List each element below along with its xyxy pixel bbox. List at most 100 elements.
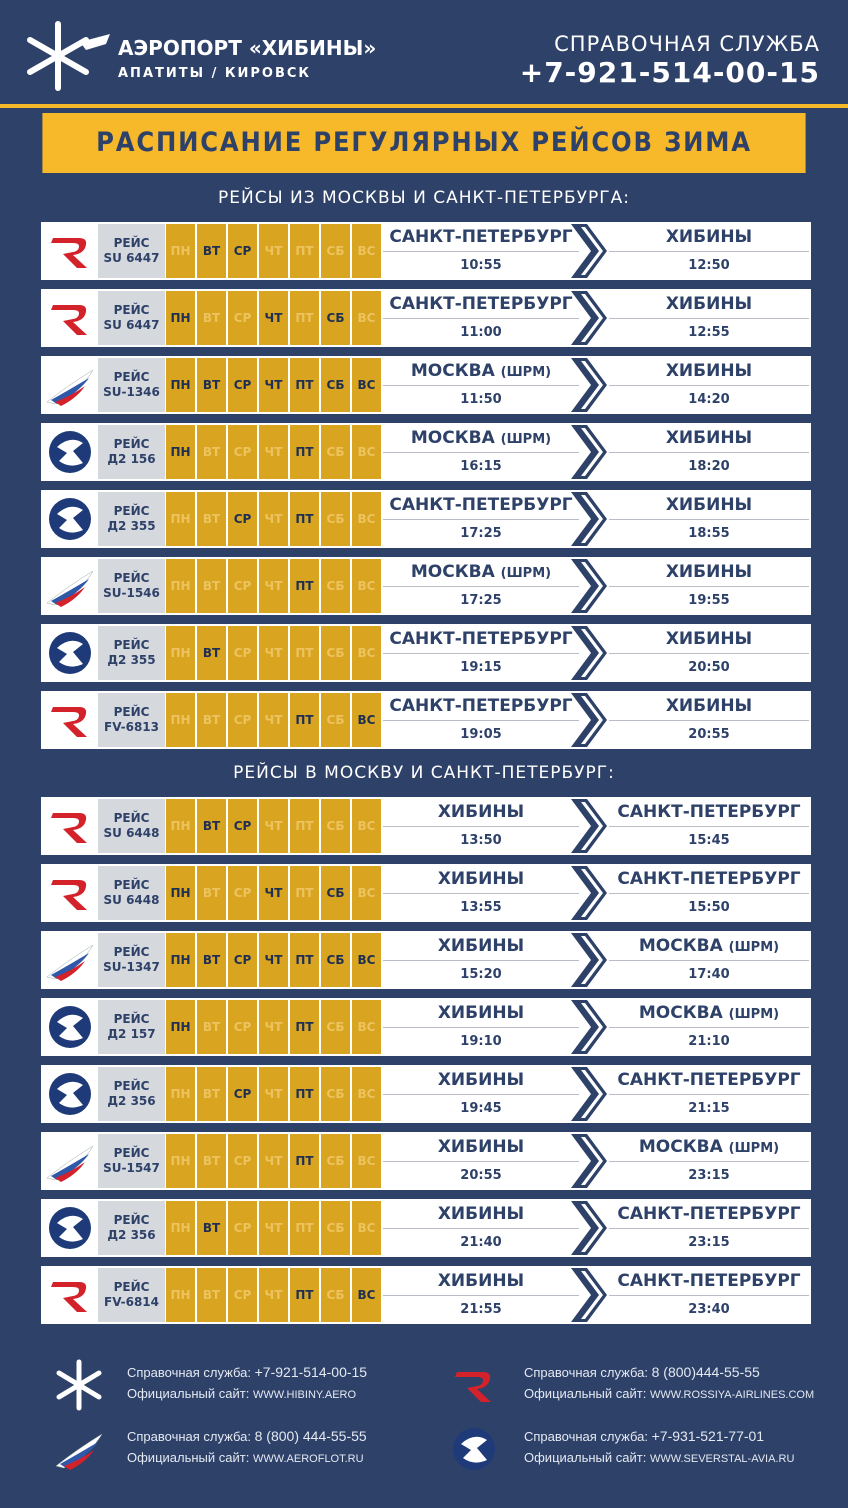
arrival-time: 23:40 [688,1302,730,1317]
arrival-time: 15:45 [688,833,730,848]
flight-code: SU 6448 [103,893,160,907]
flight-number: РЕЙС Д2 156 [98,425,165,479]
city-name: САНКТ-ПЕТЕРБУРГ [617,802,801,822]
weekday: ВТ [197,291,226,345]
weekday: СР [228,866,257,920]
arrival-time: 21:10 [688,1034,730,1049]
departure-time: 19:05 [460,727,502,742]
weekday: ПН [166,425,195,479]
airport-logo [27,21,110,91]
city-note: (ШРМ) [728,1007,780,1022]
chevron [571,1000,615,1058]
city-name: ХИБИНЫ [665,294,753,314]
arrival-city: МОСКВА (ШРМ) [609,1000,809,1028]
departure-time: 17:25 [460,526,502,541]
departure: ХИБИНЫ 21:40 [383,1201,579,1255]
flight-row: РЕЙС SU 6448 ПН ВТ СР ЧТ ПТ СБ ВС ХИБИНЫ 13:50 САНК… [41,797,811,855]
weekday: ПТ [290,1268,319,1322]
weekday: ВТ [197,425,226,479]
flight-label: РЕЙС [113,1079,150,1093]
departure-time: 19:45 [460,1101,502,1116]
arrival: САНКТ-ПЕТЕРБУРГ 15:45 [609,799,809,853]
city-note: (ШРМ) [728,1141,780,1156]
airline-logo [43,425,97,479]
arrival: ХИБИНЫ 20:50 [609,626,809,680]
arrival-city: САНКТ-ПЕТЕРБУРГ [609,799,809,827]
weekday: ВТ [197,933,226,987]
flight-label: РЕЙС [113,504,150,518]
weekday: ПН [166,693,195,747]
city-name: ХИБИНЫ [665,227,753,247]
arrival-time: 12:50 [688,258,730,273]
departure-city: МОСКВА (ШРМ) [383,559,579,587]
departure: ХИБИНЫ 13:55 [383,866,579,920]
contact-phone-line: Справочная служба: 8 (800)444-55-55 [524,1362,814,1383]
flight-number: РЕЙС SU 6448 [98,799,165,853]
weekday: ВС [352,693,381,747]
city-name: ХИБИНЫ [665,629,753,649]
contact-site-line: Официальный сайт: WWW.SEVERSTAL-AVIA.RU [524,1447,794,1470]
chevron [571,291,615,349]
departure-city: ХИБИНЫ [383,1268,579,1296]
section-title: РЕЙСЫ ИЗ МОСКВЫ И САНКТ-ПЕТЕРБУРГА: [218,188,630,208]
chevron [571,1134,615,1192]
airline-logo [43,1201,97,1255]
contact-phone-line: Справочная служба: 8 (800) 444-55-55 [127,1426,367,1447]
weekday: ПН [166,559,195,613]
contact-site-label: Официальный сайт: [524,1386,647,1401]
departure: ХИБИНЫ 21:55 [383,1268,579,1322]
chevron [571,693,615,751]
weekday: ПН [166,799,195,853]
city-name: ХИБИНЫ [665,696,753,716]
contact-phone-line: Справочная служба: +7-931-521-77-01 [524,1426,794,1447]
chevron [571,626,615,684]
airline-logo [447,1358,501,1412]
chevron [571,224,615,282]
flight-number: РЕЙС SU 6447 [98,291,165,345]
contact-site: WWW.ROSSIYA-AIRLINES.COM [649,1389,815,1401]
arrival: САНКТ-ПЕТЕРБУРГ 15:50 [609,866,809,920]
chevron [571,1067,615,1125]
flight-label: РЕЙС [113,811,150,825]
airline-logo [43,1268,97,1322]
weekday: ЧТ [259,425,288,479]
arrival: ХИБИНЫ 20:55 [609,693,809,747]
city-name: ХИБИНЫ [665,428,753,448]
arrival-city: ХИБИНЫ [609,425,809,453]
weekday: ЧТ [259,799,288,853]
weekday: СБ [321,492,350,546]
weekday: СР [228,1000,257,1054]
weekday: СБ [321,224,350,278]
flight-number: РЕЙС SU-1547 [98,1134,165,1188]
contact-site-label: Официальный сайт: [127,1450,250,1465]
departure-city: САНКТ-ПЕТЕРБУРГ [383,224,579,252]
contact-phone: +7-921-514-00-15 [254,1364,368,1380]
contact-site-line: Официальный сайт: WWW.AEROFLOT.RU [127,1447,367,1470]
section-title: РЕЙСЫ В МОСКВУ И САНКТ-ПЕТЕРБУРГ: [233,763,615,783]
service-label: СПРАВОЧНАЯ СЛУЖБА [554,32,820,56]
arrival-city: САНКТ-ПЕТЕРБУРГ [609,1201,809,1229]
weekday: СР [228,1067,257,1121]
weekday: СБ [321,1000,350,1054]
weekday: ВТ [197,559,226,613]
weekday: ПН [166,224,195,278]
arrival: САНКТ-ПЕТЕРБУРГ 21:15 [609,1067,809,1121]
city-name: САНКТ-ПЕТЕРБУРГ [389,227,573,247]
airline-logo [43,866,97,920]
flight-label: РЕЙС [113,437,150,451]
weekday: ПН [166,1268,195,1322]
flight-label: РЕЙС [113,370,150,384]
weekday: СР [228,492,257,546]
weekday: ЧТ [259,626,288,680]
departure-city: МОСКВА (ШРМ) [383,358,579,386]
departure: САНКТ-ПЕТЕРБУРГ 19:15 [383,626,579,680]
arrival: ХИБИНЫ 18:20 [609,425,809,479]
city-name: САНКТ-ПЕТЕРБУРГ [389,696,573,716]
city-name: ХИБИНЫ [437,1070,525,1090]
flight-row: РЕЙС FV-6813 ПН ВТ СР ЧТ ПТ СБ ВС САНКТ-ПЕТЕРБУРГ… [41,691,811,749]
arrival-city: САНКТ-ПЕТЕРБУРГ [609,1268,809,1296]
city-name: САНКТ-ПЕТЕРБУРГ [389,629,573,649]
arrival-time: 20:50 [688,660,730,675]
weekday: ПТ [290,492,319,546]
stripe [0,104,848,108]
